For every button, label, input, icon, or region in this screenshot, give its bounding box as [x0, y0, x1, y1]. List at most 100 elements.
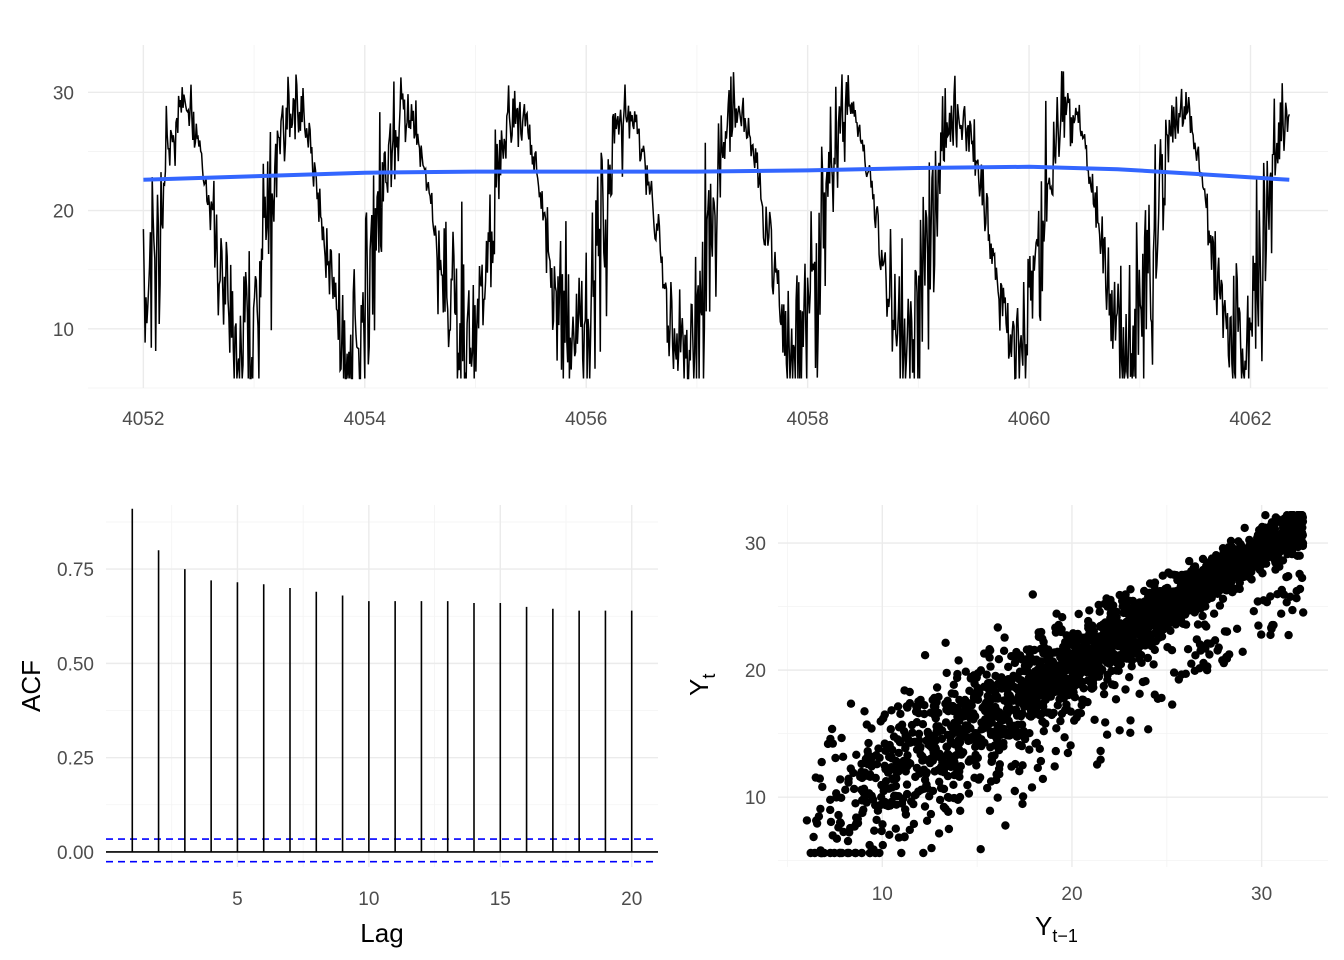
lag-point [897, 848, 906, 858]
lag-point [1099, 689, 1109, 699]
lag-point [985, 806, 995, 815]
lag-point [978, 724, 988, 733]
ts-x-tick-label: 4054 [344, 409, 387, 430]
lag-point [954, 656, 963, 665]
lag-point [818, 782, 827, 792]
lag-point [1016, 651, 1025, 660]
lag-point [1222, 654, 1232, 663]
lag-point [1095, 607, 1104, 616]
lag-point [1083, 645, 1093, 654]
lag-point [831, 753, 840, 763]
lag-point [971, 729, 980, 738]
ts-x-tick-label: 4060 [1008, 409, 1050, 430]
lag-point [955, 792, 965, 802]
lag-point [1126, 624, 1136, 633]
lag-point [1176, 614, 1185, 623]
lag-point [1088, 655, 1098, 664]
lag-point [900, 832, 909, 841]
lag-point [899, 727, 909, 736]
lag-point [942, 668, 951, 678]
lag-point [885, 830, 894, 839]
lag-point [1074, 708, 1083, 718]
lag-point [1121, 685, 1130, 694]
lag-point [877, 826, 886, 836]
lag-point [837, 793, 846, 802]
lag-point [1030, 706, 1040, 716]
lag-point [993, 793, 1002, 802]
lag-point [841, 785, 850, 794]
lag-point [837, 733, 846, 743]
lag-point [880, 783, 890, 792]
lag-point [828, 831, 837, 840]
lag-point [973, 669, 983, 678]
time-series-panel: 4052 4054 4056 4058 4060 4062 10 20 30 [53, 45, 1328, 430]
lag-point [1112, 612, 1121, 622]
lag-point [905, 825, 914, 835]
lag-point [1157, 693, 1166, 703]
lag-point [1062, 631, 1071, 640]
lag-point [1034, 628, 1043, 637]
lag-point [1088, 634, 1097, 643]
lag-point [1101, 645, 1111, 654]
lag-point [925, 758, 935, 768]
lag-point [1189, 580, 1198, 589]
lag-point [1055, 695, 1064, 704]
lag-point [872, 815, 881, 825]
lag-point [1282, 572, 1291, 582]
lag-point [919, 765, 929, 774]
lag-point [1240, 561, 1249, 570]
lag-point [885, 752, 894, 762]
lag-point [1168, 700, 1177, 709]
lag-point [1051, 623, 1060, 632]
lag-point [1101, 718, 1110, 727]
acf-x-tick-label: 15 [490, 889, 511, 910]
lag-point [1018, 792, 1028, 801]
lag-point [1282, 598, 1291, 607]
lag-point [979, 682, 989, 691]
lag-point [894, 748, 903, 758]
lag-point [1015, 767, 1024, 776]
lag-point [927, 843, 936, 853]
lag-y-tick-label: 30 [745, 534, 766, 555]
lag-point [1218, 594, 1228, 603]
lag-point [891, 824, 900, 833]
acf-y-axis-title: ACF [16, 660, 46, 712]
lag-point [1276, 539, 1285, 548]
lag-point [941, 638, 950, 647]
lag-point [836, 775, 845, 784]
lag-point [941, 804, 950, 813]
lag-point [949, 680, 958, 689]
lag-point [1288, 605, 1297, 615]
lag-point [1043, 708, 1052, 717]
lag-point [1061, 637, 1070, 647]
lag-point [880, 710, 889, 719]
lag-point [1126, 716, 1135, 725]
lag-point [1210, 636, 1220, 645]
lag-point [929, 737, 939, 746]
lag-point [1036, 644, 1046, 654]
lag-point [826, 817, 836, 827]
lag-point [991, 702, 1000, 712]
lag-point [914, 787, 923, 796]
lag-point [873, 806, 883, 815]
lag-point [1196, 574, 1206, 584]
lag-point [932, 683, 942, 692]
lag-y-tick-label: 10 [745, 788, 766, 809]
lag-point [1001, 821, 1010, 830]
ts-x-tick-label: 4056 [565, 409, 607, 430]
lag-x-axis-title-subscript: t−1 [1052, 926, 1078, 946]
lag-point [844, 848, 854, 858]
lag-point [935, 777, 944, 786]
ts-observed-line [142, 71, 1291, 380]
lag-point [1295, 584, 1305, 594]
lag-point [920, 701, 929, 710]
acf-x-axis-title: Lag [360, 918, 403, 948]
lag-point [905, 699, 915, 708]
lag-point [827, 724, 837, 734]
lag-point [992, 692, 1002, 701]
lag-point [902, 789, 912, 799]
lag-point [934, 829, 944, 838]
lag-point [976, 845, 985, 854]
lag-point [1050, 679, 1059, 688]
